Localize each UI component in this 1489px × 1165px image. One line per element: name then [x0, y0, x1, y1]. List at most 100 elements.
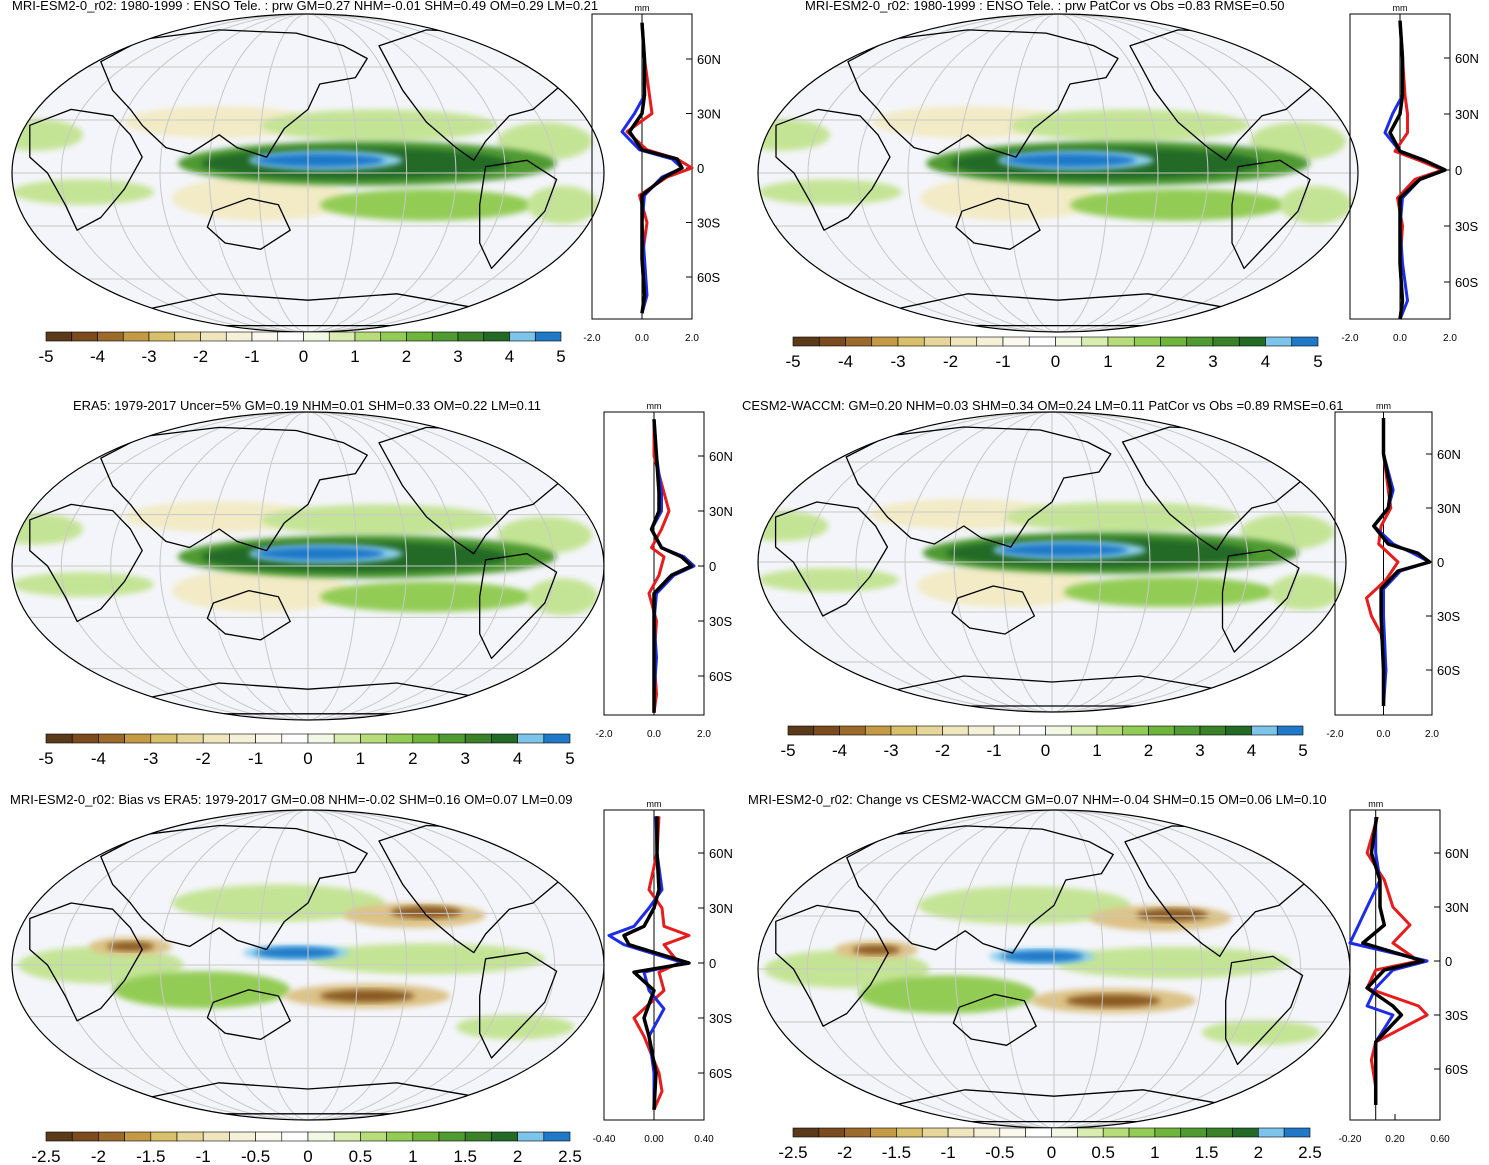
- profile-obs-line: [1383, 20, 1447, 320]
- colorbar-label: 3: [1195, 741, 1204, 760]
- colorbar-swatch: [947, 1127, 975, 1138]
- colorbar-label: -2.5: [31, 1147, 60, 1165]
- colorbar-label: 1: [356, 749, 365, 768]
- meridian-line: [60, 14, 556, 332]
- x-tick-label: -0.40: [593, 1134, 616, 1145]
- colorbar-swatch: [509, 331, 536, 342]
- lat-label: 30N: [709, 504, 733, 519]
- profile-unit: mm: [1368, 799, 1383, 809]
- coastline-africa: [775, 108, 891, 231]
- colorbar-swatch: [976, 336, 1004, 347]
- x-tick-label: -2.0: [595, 729, 613, 740]
- panel-2: MRI-ESM2-0_r02: 1980-1999 : ENSO Tele. :…: [757, 0, 1479, 371]
- coastline-africa: [29, 902, 143, 1022]
- colorbar-swatch: [229, 733, 256, 744]
- colorbar-swatch: [124, 1131, 152, 1142]
- colorbar-swatch: [303, 331, 330, 342]
- colorbar-label: 4: [1247, 741, 1256, 760]
- coastline-australia: [206, 197, 291, 250]
- colorbar-swatch: [45, 1131, 73, 1142]
- colorbar-swatch: [464, 733, 492, 744]
- colorbar-label: -3: [883, 741, 898, 760]
- colorbar-swatch: [225, 331, 253, 342]
- colorbar-swatch: [1025, 1127, 1052, 1138]
- coastline-australia: [206, 989, 291, 1041]
- meridian-line: [855, 412, 1249, 712]
- coastline-africa: [775, 904, 889, 1027]
- profile-obs-line: [607, 816, 686, 1110]
- colorbar-swatch: [967, 725, 995, 736]
- colorbar-swatch: [1081, 336, 1109, 347]
- lat-label: 60S: [1437, 663, 1460, 678]
- x-tick-label: 0.0: [647, 729, 661, 740]
- colorbar-label: -3: [141, 347, 156, 366]
- colorbar-swatch: [202, 1131, 230, 1142]
- colorbar-swatch: [124, 733, 152, 744]
- colorbar-swatch: [1206, 1127, 1233, 1138]
- colorbar-swatch: [1148, 725, 1175, 736]
- colorbar-swatch: [1225, 725, 1252, 736]
- anomaly-region: [1010, 109, 1250, 142]
- map-border: [11, 13, 605, 333]
- panel-5: MRI-ESM2-0_r02: Bias vs ERA5: 1979-2017 …: [10, 792, 733, 1165]
- panel-1: MRI-ESM2-0_r02: 1980-1999 : ENSO Tele. :…: [11, 0, 721, 366]
- coastline-australia: [206, 589, 291, 641]
- colorbar-label: 1: [408, 1147, 417, 1165]
- lat-label: 60N: [1445, 846, 1469, 861]
- lat-label: 60S: [697, 270, 720, 285]
- colorbar-swatch: [98, 1131, 125, 1142]
- colorbar-swatch: [200, 331, 227, 342]
- coastline-antarctica: [129, 682, 487, 715]
- anomaly-region: [112, 971, 291, 1009]
- coastline-asia: [100, 29, 368, 158]
- panel-title: CESM2-WACCM: GM=0.20 NHM=0.03 SHM=0.34 O…: [742, 398, 1344, 413]
- anomaly-region: [852, 945, 901, 955]
- colorbar-swatch: [890, 725, 918, 736]
- colorbar-swatch: [457, 331, 485, 342]
- lat-label: 0: [697, 161, 704, 176]
- map-layers: [12, 412, 604, 720]
- profile-unit: mm: [647, 799, 662, 809]
- colorbar-label: 1: [1092, 741, 1101, 760]
- colorbar-swatch: [277, 331, 304, 342]
- colorbar-swatch: [916, 725, 943, 736]
- colorbar-swatch: [1107, 336, 1135, 347]
- colorbar-swatch: [45, 733, 73, 744]
- zonal-profile: -0.20 0.20 0.60 60N 30N 0 30S 60S mm: [1339, 799, 1469, 1145]
- colorbar-label: 5: [1298, 741, 1307, 760]
- meridian-line: [159, 810, 457, 1120]
- colorbar-swatch: [1002, 336, 1030, 347]
- anomaly-region: [171, 884, 385, 922]
- anomaly-region: [12, 513, 84, 545]
- colorbar-swatch: [98, 733, 125, 744]
- colorbar-swatch: [1291, 336, 1319, 347]
- meridian-line: [258, 810, 358, 1120]
- colorbar-swatch: [1258, 1127, 1285, 1138]
- colorbar-swatch: [464, 1131, 492, 1142]
- colorbar-label: -4: [838, 352, 853, 371]
- colorbar-swatch: [534, 331, 562, 342]
- colorbar-swatch: [97, 331, 124, 342]
- zonal-profile: -2.0 0.0 2.0 60N 30N 0 30S 60S mm: [1341, 3, 1478, 344]
- colorbar-swatch: [1154, 1127, 1182, 1138]
- lat-label: 0: [1445, 954, 1452, 969]
- colorbar: -5 -4 -3 -2 -1 0 1 2 3 4 5: [785, 336, 1323, 371]
- colorbar-swatch: [491, 1131, 518, 1142]
- lat-label: 30N: [697, 107, 721, 122]
- colorbar-swatch: [1028, 336, 1056, 347]
- colorbar-label: 1.5: [453, 1147, 477, 1165]
- x-tick-label: 2.0: [1443, 333, 1457, 344]
- coastline-asia: [846, 825, 1114, 954]
- x-tick-label: 2.0: [685, 333, 699, 344]
- lat-label: 30S: [709, 1011, 732, 1026]
- coastline-samerica: [1221, 549, 1300, 653]
- colorbar-label: 5: [556, 347, 565, 366]
- colorbar-swatch: [792, 1127, 820, 1138]
- lat-label: 60N: [709, 846, 733, 861]
- colorbar-swatch: [255, 1131, 283, 1142]
- meridian-line: [907, 14, 1209, 332]
- zonal-profile: -2.0 0.0 2.0 60N 30N 0 30S 60S mm: [595, 401, 732, 740]
- x-tick-label: -2.0: [1341, 333, 1359, 344]
- map-border: [757, 411, 1347, 713]
- x-tick-label: -0.20: [1339, 1134, 1362, 1145]
